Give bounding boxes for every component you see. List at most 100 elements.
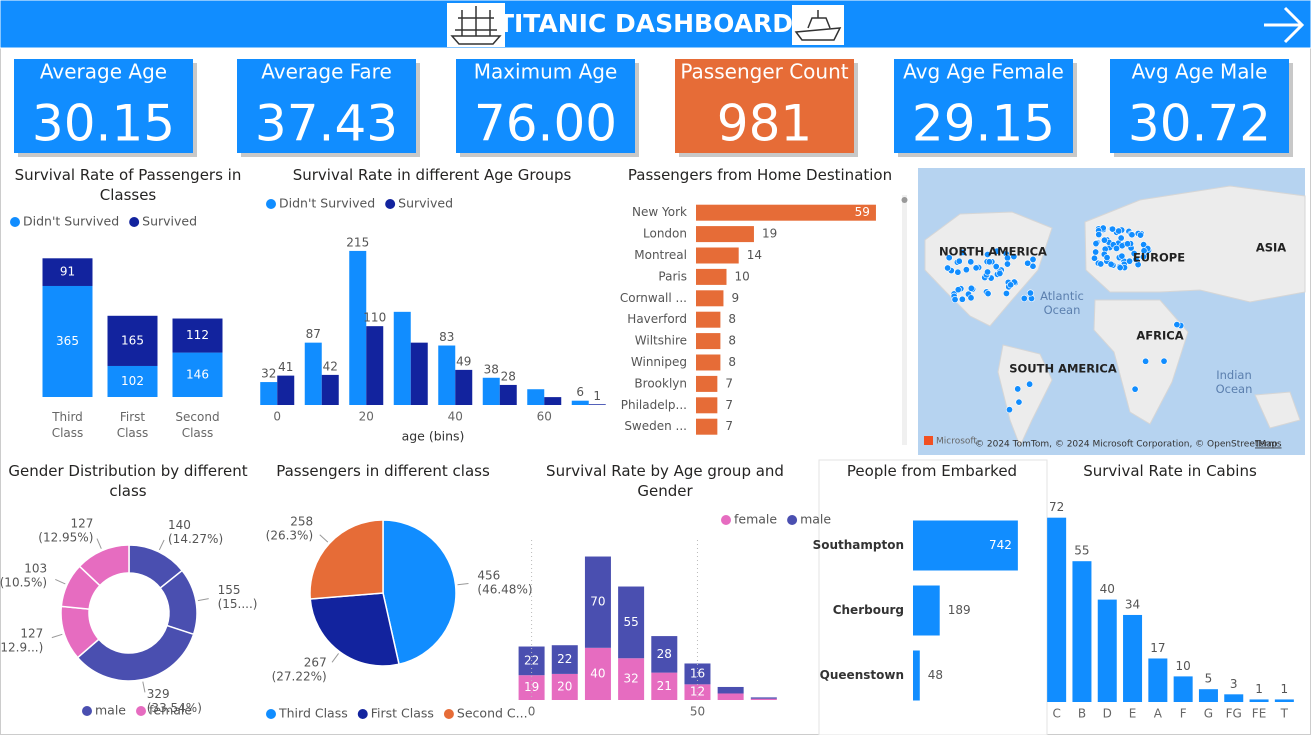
y-tick-label: Southampton [813, 538, 904, 552]
map-label: AFRICA [1136, 329, 1183, 343]
map-point [1020, 294, 1028, 302]
scrollbar [901, 195, 908, 445]
y-tick-label: Cherbourg [833, 603, 904, 617]
data-label: 6 [576, 385, 584, 399]
y-tick-label: London [643, 227, 687, 241]
legend-marker [136, 706, 146, 716]
data-label: 329 (33.54%) [147, 687, 202, 715]
map-point [967, 258, 975, 266]
map-point [955, 257, 963, 265]
data-label: 1 [1255, 682, 1263, 696]
legend-label: female [734, 512, 777, 527]
x-tick-label: C [1052, 707, 1060, 721]
bar [527, 389, 545, 405]
legend-marker [385, 199, 396, 209]
legend-label: Didn't Survived [23, 214, 119, 229]
y-tick-label: Cornwall ... [620, 291, 687, 305]
data-label: 28 [501, 369, 516, 383]
chart-title: Survival Rate in Cabins [1083, 462, 1257, 480]
slice [78, 544, 130, 587]
bar [1047, 517, 1067, 702]
y-tick-label: Sweden ... [624, 419, 687, 433]
kpi-label: Avg Age Male [1132, 60, 1268, 84]
map-point [1140, 247, 1148, 255]
legend-label: male [800, 512, 831, 527]
bar [913, 585, 940, 636]
map-point [954, 286, 962, 294]
data-label: 87 [306, 327, 321, 341]
map-point [1103, 254, 1111, 262]
data-label: 55 [623, 615, 638, 629]
x-axis-label: age (bins) [402, 429, 465, 444]
data-label: 146 [186, 367, 209, 381]
legend-marker [721, 515, 731, 525]
map-point [1136, 231, 1144, 239]
data-label: 140 (14.27%) [168, 517, 223, 545]
data-label: 19 [762, 227, 777, 241]
bar [696, 268, 727, 285]
bar-segment [172, 352, 223, 397]
map-point [984, 251, 992, 259]
kpi-label: Maximum Age [474, 60, 618, 84]
bar-segment [618, 658, 645, 700]
y-tick-label: Winnipeg [631, 355, 687, 369]
data-label: 7 [725, 419, 733, 433]
bar [1224, 694, 1244, 702]
chart-title: Passengers in different class [276, 462, 490, 480]
map-point [984, 290, 992, 298]
chart-title: Survival Rate in different Age Groups [293, 166, 572, 184]
map-point [1026, 289, 1034, 297]
leader-line [331, 653, 339, 663]
header-bar [0, 0, 1311, 49]
map-land [1093, 299, 1189, 425]
y-tick-label: Paris [658, 269, 687, 283]
nav-arrow[interactable] [1264, 6, 1305, 44]
map-point [1160, 357, 1168, 365]
data-label: 456 (46.48%) [477, 568, 532, 596]
data-label: 17 [1150, 641, 1165, 655]
kpi-card [456, 59, 635, 153]
map-label: SOUTH AMERICA [1009, 362, 1117, 376]
map-point [945, 254, 953, 262]
map-point [967, 284, 975, 292]
bar-segment [684, 663, 711, 685]
kpi-label: Average Age [40, 60, 167, 84]
map-point [951, 296, 959, 304]
x-tick-label: First Class [117, 410, 149, 440]
bar [321, 374, 339, 405]
bar-segment [42, 285, 93, 397]
map-point [1173, 321, 1181, 329]
data-label: 8 [728, 334, 736, 348]
bar [696, 354, 721, 371]
data-label: 7 [725, 398, 733, 412]
map-point [1010, 253, 1018, 261]
slice [309, 519, 384, 600]
data-label: 10 [735, 269, 750, 283]
data-label: 102 [121, 374, 144, 388]
map-point [1126, 257, 1134, 265]
map-point [1029, 262, 1037, 270]
data-label: 1 [593, 389, 601, 403]
bar [482, 377, 500, 405]
legend-marker [129, 217, 140, 227]
map-point [1097, 260, 1105, 268]
data-label: 83 [439, 330, 454, 344]
map-point [1128, 231, 1136, 239]
data-label: 22 [557, 652, 572, 666]
chart-title: Survival Rate by Age group and Gender [546, 462, 784, 500]
data-label: 3 [1230, 677, 1238, 691]
bar-segment [551, 673, 578, 700]
data-label: 1 [1281, 682, 1289, 696]
bar [588, 404, 606, 405]
map-terms: Terms [1254, 440, 1282, 450]
bar-segment [107, 365, 158, 397]
data-label: 32 [261, 367, 276, 381]
data-label: 41 [278, 360, 293, 374]
data-label: 5 [1205, 672, 1213, 686]
data-label: 267 (27.22%) [272, 655, 327, 683]
map-label: ASIA [1256, 241, 1286, 255]
data-label: 127 (12.95%) [38, 516, 93, 544]
data-label: 49 [456, 354, 471, 368]
data-label: 365 [56, 334, 79, 348]
